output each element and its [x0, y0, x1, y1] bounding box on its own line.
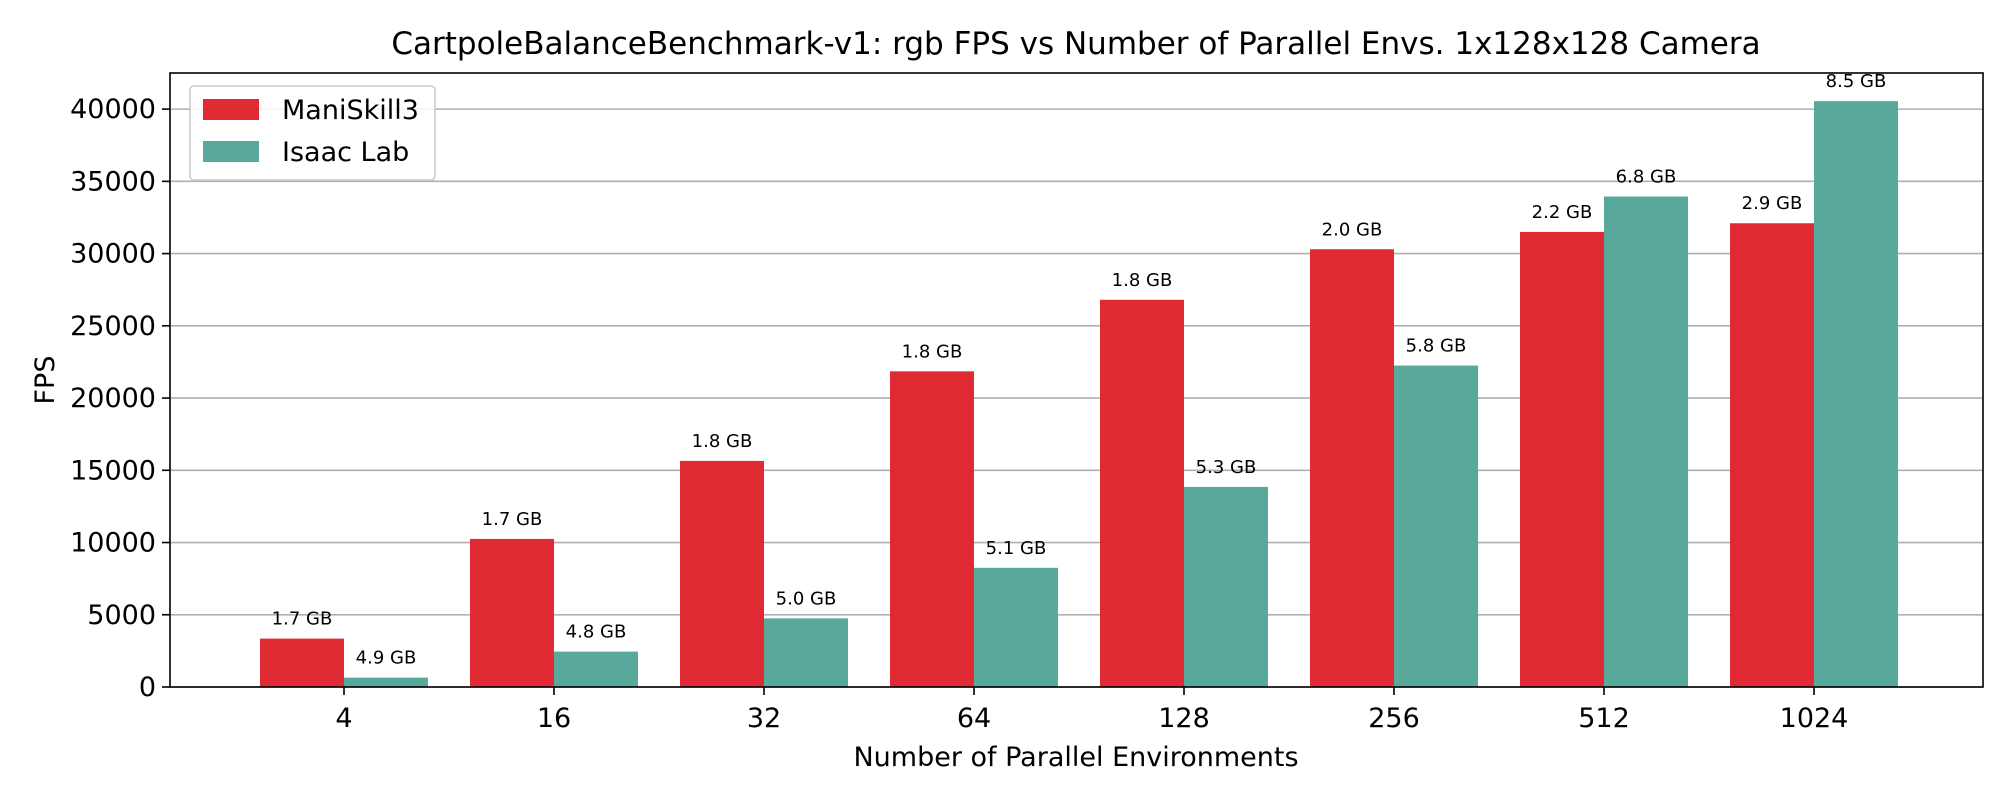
- data-label-maniskill3-1024: 2.9 GB: [1742, 193, 1803, 214]
- bar-maniskill3-32: [680, 460, 764, 687]
- bar-isaac-lab-512: [1604, 196, 1688, 688]
- data-label-maniskill3-256: 2.0 GB: [1322, 219, 1383, 240]
- data-label-isaac-lab-1024: 8.5 GB: [1826, 71, 1887, 92]
- data-label-maniskill3-4: 1.7 GB: [272, 609, 333, 630]
- data-label-maniskill3-512: 2.2 GB: [1532, 202, 1593, 223]
- x-tick-label: 64: [957, 703, 991, 734]
- bar-maniskill3-512: [1520, 231, 1604, 687]
- chart-title: CartpoleBalanceBenchmark-v1: rgb FPS vs …: [391, 26, 1760, 62]
- data-label-isaac-lab-16: 4.8 GB: [566, 622, 627, 643]
- bar-maniskill3-128: [1100, 299, 1184, 687]
- bar-layer: [260, 101, 1898, 688]
- y-tick-label: 0: [139, 672, 156, 703]
- y-tick-label: 30000: [70, 239, 156, 270]
- x-tick-label: 512: [1578, 703, 1630, 734]
- x-tick-label: 128: [1158, 703, 1210, 734]
- data-label-maniskill3-64: 1.8 GB: [902, 341, 963, 362]
- data-label-maniskill3-32: 1.8 GB: [692, 431, 753, 452]
- bar-isaac-lab-1024: [1814, 101, 1898, 688]
- x-axis-label: Number of Parallel Environments: [853, 742, 1298, 773]
- y-axis-label: FPS: [30, 356, 61, 405]
- bar-maniskill3-4: [260, 638, 344, 687]
- bar-isaac-lab-256: [1394, 365, 1478, 687]
- legend: ManiSkill3 Isaac Lab: [189, 85, 436, 181]
- x-tick-label: 16: [537, 703, 571, 734]
- data-label-isaac-lab-256: 5.8 GB: [1406, 336, 1467, 357]
- y-tick-label: 5000: [87, 600, 156, 631]
- legend-label: ManiSkill3: [282, 95, 419, 126]
- x-tick-label: 256: [1368, 703, 1420, 734]
- bar-maniskill3-64: [890, 371, 974, 687]
- x-tick-label: 32: [747, 703, 781, 734]
- data-label-isaac-lab-64: 5.1 GB: [986, 538, 1047, 559]
- bar-isaac-lab-4: [344, 677, 428, 687]
- data-label-isaac-lab-4: 4.9 GB: [356, 648, 417, 669]
- y-tick-label: 25000: [70, 311, 156, 342]
- data-label-maniskill3-16: 1.7 GB: [482, 509, 543, 530]
- y-tick-label: 20000: [70, 383, 156, 414]
- plot-frame: [169, 72, 1984, 688]
- y-tick-label: 15000: [70, 455, 156, 486]
- data-label-isaac-lab-128: 5.3 GB: [1196, 457, 1257, 478]
- data-label-isaac-lab-32: 5.0 GB: [776, 588, 837, 609]
- y-tick-label: 35000: [70, 166, 156, 197]
- y-tick-label: 10000: [70, 528, 156, 559]
- y-tick-label: 40000: [70, 94, 156, 125]
- bar-maniskill3-1024: [1730, 223, 1814, 688]
- data-label-layer: 1.7 GB 1.7 GB 1.8 GB 1.8 GB 1.8 GB 2.0 GB 2.2 …: [272, 71, 1887, 668]
- legend-swatch: [203, 141, 259, 162]
- bar-isaac-lab-16: [554, 651, 638, 687]
- data-label-isaac-lab-512: 6.8 GB: [1616, 167, 1677, 188]
- bar-isaac-lab-64: [974, 567, 1058, 687]
- legend-swatch: [203, 99, 259, 120]
- bar-maniskill3-256: [1310, 249, 1394, 687]
- bar-isaac-lab-128: [1184, 486, 1268, 687]
- axis-layer: 0 5000 10000 15000 20000 25000 30000 35000 40000…: [70, 72, 1984, 734]
- data-label-maniskill3-128: 1.8 GB: [1112, 270, 1173, 291]
- bar-isaac-lab-32: [764, 618, 848, 687]
- grid-layer: [170, 108, 1983, 688]
- x-tick-label: 1024: [1780, 703, 1849, 734]
- x-tick-label: 4: [335, 703, 352, 734]
- legend-label: Isaac Lab: [282, 137, 409, 168]
- bar-maniskill3-16: [470, 538, 554, 687]
